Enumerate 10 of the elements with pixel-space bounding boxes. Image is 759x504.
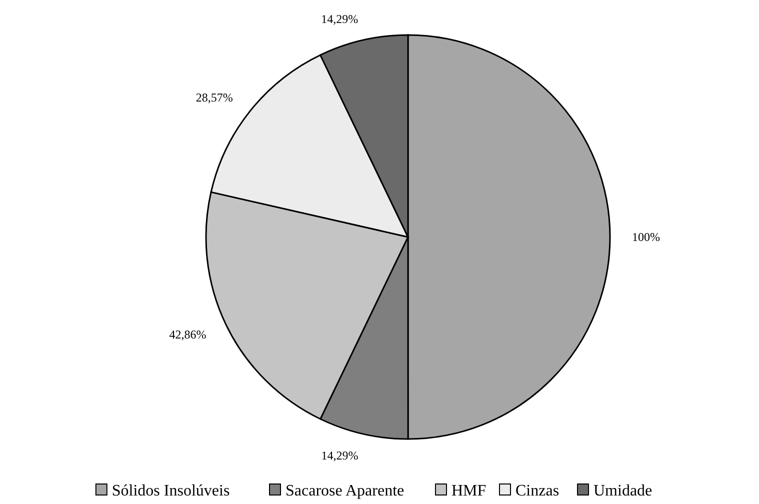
data-label: 14,29%: [321, 448, 358, 463]
data-label: 28,57%: [196, 90, 233, 105]
legend-label: Sacarose Aparente: [286, 482, 404, 500]
legend-label: HMF: [452, 482, 486, 500]
data-label: 14,29%: [321, 12, 358, 26]
legend-label: Cinzas: [516, 482, 560, 500]
data-label: 100%: [632, 230, 660, 244]
data-label: 42,86%: [169, 327, 206, 342]
legend-label: Umidade: [594, 482, 652, 500]
legend-label: Sólidos Insolúveis: [112, 482, 230, 500]
